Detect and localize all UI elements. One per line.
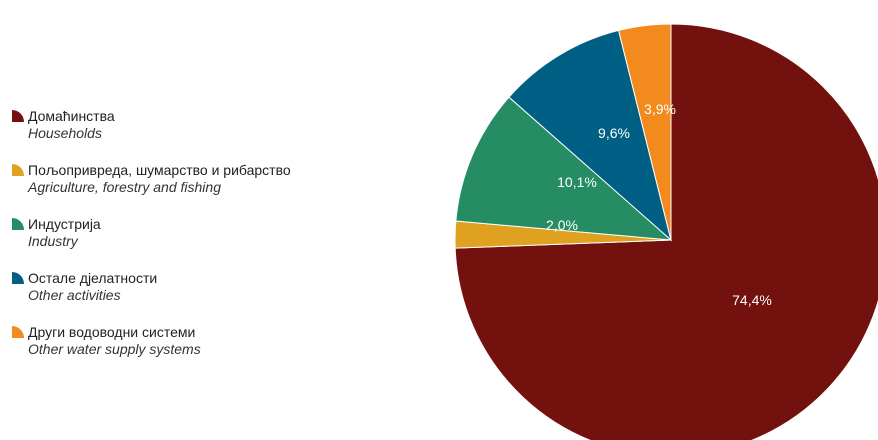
pie-slice [617, 23, 672, 241]
legend-item: Други водоводни системи Other water suppl… [12, 324, 392, 368]
pie-slice [455, 96, 673, 241]
slice-value-label: 10,1% [557, 174, 597, 190]
legend-sublabel: Households [28, 125, 102, 141]
legend-label: Други водоводни системи [28, 324, 196, 340]
legend-item: Пољопривреда, шумарство и рибарство Agric… [12, 162, 392, 206]
legend-label: Пољопривреда, шумарство и рибарство [28, 162, 291, 178]
legend-label: Остале дјелатности [28, 270, 158, 286]
slice-value-label: 3,9% [644, 101, 676, 117]
legend-sublabel: Other water supply systems [28, 341, 201, 357]
legend-sublabel: Industry [28, 233, 78, 249]
slice-value-label: 9,6% [598, 125, 630, 141]
legend: Домаћинства Households Пољопривреда, шумар… [12, 108, 392, 378]
pie-slice [454, 23, 878, 440]
legend-label: Индустрија [28, 216, 101, 232]
pie-slice [508, 29, 672, 242]
slice-value-label: 2,0% [546, 217, 578, 233]
slice-value-label: 74,4% [732, 292, 772, 308]
legend-item: Остале дјелатности Other activities [12, 270, 392, 314]
legend-item: Домаћинства Households [12, 108, 392, 152]
legend-item: Индустрија Industry [12, 216, 392, 260]
legend-sublabel: Agriculture, forestry and fishing [28, 179, 221, 195]
legend-label: Домаћинства [28, 108, 115, 124]
legend-sublabel: Other activities [28, 287, 121, 303]
